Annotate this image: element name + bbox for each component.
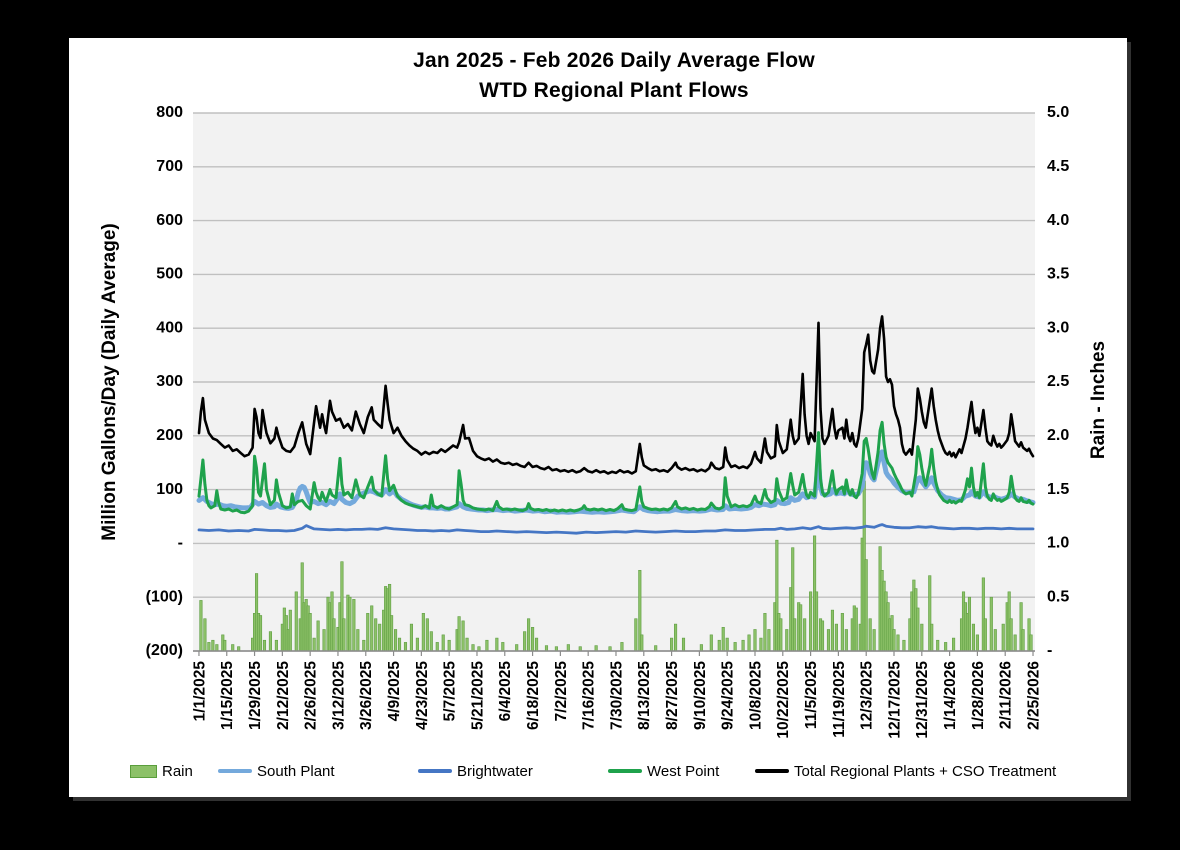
svg-text:6/18/2025: 6/18/2025 [525, 661, 542, 730]
svg-text:8/13/2025: 8/13/2025 [636, 661, 653, 730]
svg-text:7/30/2025: 7/30/2025 [608, 661, 625, 730]
brightwater-line-icon [418, 769, 452, 773]
svg-text:1.0: 1.0 [1047, 535, 1069, 552]
svg-text:0.5: 0.5 [1047, 588, 1069, 605]
svg-text:(100): (100) [146, 588, 183, 605]
total-line-icon [755, 769, 789, 773]
legend-label-total: Total Regional Plants + CSO Treatment [794, 762, 1057, 780]
legend-label-south-plant: South Plant [257, 762, 335, 780]
svg-text:3.5: 3.5 [1047, 266, 1069, 283]
svg-text:8/27/2025: 8/27/2025 [664, 661, 681, 730]
legend-item-total: Total Regional Plants + CSO Treatment [755, 761, 1056, 781]
svg-text:2/26/2025: 2/26/2025 [303, 661, 320, 730]
svg-text:1/1/2025: 1/1/2025 [191, 661, 208, 722]
svg-text:4.5: 4.5 [1047, 158, 1069, 175]
svg-text:(200): (200) [146, 642, 183, 659]
legend-item-west-point: West Point [608, 761, 719, 781]
chart-title-line2: WTD Regional Plant Flows [479, 79, 749, 102]
svg-text:1/15/2025: 1/15/2025 [219, 661, 236, 730]
svg-text:7/2/2025: 7/2/2025 [553, 661, 570, 722]
svg-text:800: 800 [156, 104, 183, 121]
svg-text:6/4/2025: 6/4/2025 [497, 661, 514, 722]
svg-text:300: 300 [156, 373, 183, 390]
chart-title-line1: Jan 2025 - Feb 2026 Daily Average Flow [413, 49, 815, 72]
svg-text:3/26/2025: 3/26/2025 [358, 661, 375, 730]
svg-text:11/19/2025: 11/19/2025 [831, 661, 848, 738]
legend-item-brightwater: Brightwater [418, 761, 533, 781]
legend-label-rain: Rain [162, 762, 193, 780]
svg-text:1/14/2026: 1/14/2026 [942, 661, 959, 730]
svg-text:2/11/2026: 2/11/2026 [998, 661, 1015, 729]
svg-text:600: 600 [156, 212, 183, 229]
svg-text:2/25/2026: 2/25/2026 [1025, 661, 1042, 730]
svg-text:4/23/2025: 4/23/2025 [414, 661, 431, 730]
svg-text:5/21/2025: 5/21/2025 [469, 661, 486, 730]
south-plant-line-icon [218, 769, 252, 773]
svg-text:1/29/2025: 1/29/2025 [247, 661, 264, 730]
svg-text:2.5: 2.5 [1047, 373, 1069, 390]
svg-text:12/31/2025: 12/31/2025 [914, 661, 931, 739]
legend-label-brightwater: Brightwater [457, 762, 533, 780]
svg-text:1/28/2026: 1/28/2026 [970, 661, 987, 730]
svg-text:200: 200 [156, 427, 183, 444]
chart-card: Jan 2025 - Feb 2026 Daily Average Flow W… [69, 38, 1127, 797]
legend-item-south-plant: South Plant [218, 761, 335, 781]
legend-item-rain: Rain [130, 761, 193, 781]
svg-text:10/8/2025: 10/8/2025 [747, 661, 764, 730]
svg-text:5.0: 5.0 [1047, 104, 1069, 121]
svg-text:9/10/2025: 9/10/2025 [692, 661, 709, 730]
rain-swatch-icon [130, 764, 157, 778]
svg-text:400: 400 [156, 319, 183, 336]
svg-text:3/12/2025: 3/12/2025 [330, 661, 347, 730]
svg-text:11/5/2025: 11/5/2025 [803, 661, 820, 729]
svg-text:4/9/2025: 4/9/2025 [386, 661, 403, 722]
svg-text:10/22/2025: 10/22/2025 [775, 661, 792, 739]
legend-label-west-point: West Point [647, 762, 720, 780]
svg-text:12/17/2025: 12/17/2025 [886, 661, 903, 739]
west-point-line-icon [608, 769, 642, 773]
svg-text:4.0: 4.0 [1047, 212, 1069, 229]
svg-text:-: - [1047, 642, 1052, 659]
svg-text:-: - [178, 535, 183, 552]
svg-text:12/3/2025: 12/3/2025 [859, 661, 876, 730]
svg-text:100: 100 [156, 481, 183, 498]
svg-text:2.0: 2.0 [1047, 427, 1069, 444]
plot-svg: 800 5.0 700 4.5 600 4.0 500 3.5 400 3.0 300 2.5 200 2… [146, 104, 1070, 739]
svg-text:9/24/2025: 9/24/2025 [720, 661, 737, 730]
chart-title: Jan 2025 - Feb 2026 Daily Average Flow W… [193, 46, 1035, 106]
chart-legend: Rain South Plant Brightwater West Point … [69, 761, 1127, 783]
svg-text:700: 700 [156, 158, 183, 175]
svg-text:3.0: 3.0 [1047, 319, 1069, 336]
svg-text:2/12/2025: 2/12/2025 [275, 661, 292, 730]
svg-text:7/16/2025: 7/16/2025 [581, 661, 598, 730]
svg-text:500: 500 [156, 266, 183, 283]
svg-text:5/7/2025: 5/7/2025 [442, 661, 459, 722]
svg-text:1.5: 1.5 [1047, 481, 1069, 498]
